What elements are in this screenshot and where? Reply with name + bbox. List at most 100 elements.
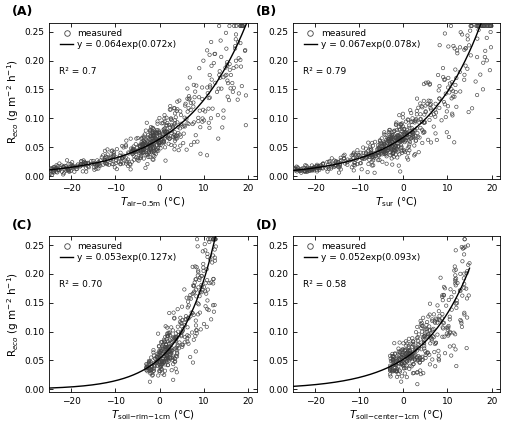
Point	[464, 109, 472, 116]
Point	[389, 144, 397, 151]
Point	[409, 338, 417, 345]
Point	[59, 164, 67, 171]
Point	[103, 154, 111, 161]
Point	[135, 143, 143, 150]
Point	[50, 163, 58, 170]
Point	[143, 364, 151, 371]
Point	[150, 149, 158, 156]
Point	[131, 141, 139, 148]
Point	[438, 74, 446, 80]
Point	[81, 160, 89, 166]
Point	[419, 129, 427, 136]
Point	[84, 164, 92, 171]
Point	[425, 311, 433, 318]
Point	[429, 111, 437, 118]
Point	[375, 141, 383, 148]
Point	[460, 46, 468, 53]
Point	[178, 328, 186, 335]
Point	[409, 127, 417, 134]
Point	[435, 42, 443, 49]
Point	[394, 348, 402, 355]
Point	[478, 23, 486, 30]
Point	[390, 137, 398, 144]
Point	[142, 364, 150, 371]
Point	[316, 165, 324, 172]
Point	[405, 147, 413, 154]
Point	[399, 147, 407, 154]
Point	[418, 140, 426, 146]
Point	[385, 126, 393, 133]
Point	[458, 292, 466, 299]
Point	[352, 153, 361, 160]
Point	[397, 354, 405, 361]
Point	[109, 153, 117, 160]
Point	[429, 311, 437, 318]
Point	[139, 144, 147, 151]
Point	[193, 243, 201, 250]
Point	[393, 148, 401, 155]
Point	[443, 43, 451, 50]
Point	[224, 80, 232, 86]
Point	[189, 119, 197, 126]
Point	[445, 286, 453, 293]
Point	[399, 126, 407, 133]
Point	[350, 159, 358, 166]
Point	[339, 152, 347, 159]
Point	[130, 149, 138, 156]
Point	[391, 368, 399, 375]
Point	[146, 367, 154, 374]
Point	[158, 370, 166, 377]
Point	[384, 129, 392, 136]
Point	[172, 334, 180, 341]
Point	[440, 30, 448, 37]
Point	[148, 132, 156, 139]
Point	[466, 52, 474, 59]
Point	[163, 354, 171, 360]
Point	[411, 347, 419, 354]
Point	[432, 319, 440, 326]
Point	[371, 153, 379, 160]
Point	[191, 333, 199, 339]
Point	[387, 131, 395, 138]
Point	[145, 365, 154, 372]
Point	[163, 346, 171, 353]
Point	[385, 362, 393, 369]
Point	[186, 295, 194, 302]
Point	[130, 149, 138, 155]
Point	[456, 29, 464, 36]
Point	[431, 315, 439, 322]
Point	[155, 128, 163, 135]
Point	[209, 302, 217, 309]
Point	[139, 144, 147, 151]
Point	[131, 148, 139, 155]
Point	[377, 148, 385, 155]
Point	[452, 297, 460, 304]
Point	[225, 23, 233, 30]
Point	[413, 369, 421, 375]
Point	[154, 137, 162, 143]
Point	[128, 151, 136, 158]
Point	[430, 341, 438, 348]
Point	[388, 353, 396, 360]
Point	[396, 121, 405, 128]
Point	[206, 94, 214, 101]
Point	[64, 167, 72, 174]
Point	[189, 99, 197, 106]
Point	[223, 93, 231, 100]
Point	[290, 165, 298, 172]
Point	[170, 335, 178, 342]
Point	[397, 135, 406, 142]
Point	[148, 133, 157, 140]
Point	[386, 363, 394, 370]
Point	[335, 163, 343, 170]
Point	[202, 266, 210, 273]
Point	[400, 356, 408, 363]
Point	[155, 137, 163, 143]
Point	[327, 161, 335, 168]
Point	[208, 259, 216, 266]
Point	[291, 166, 299, 172]
Point	[397, 361, 405, 368]
Point	[196, 326, 205, 333]
Point	[395, 126, 403, 133]
Point	[210, 51, 218, 57]
